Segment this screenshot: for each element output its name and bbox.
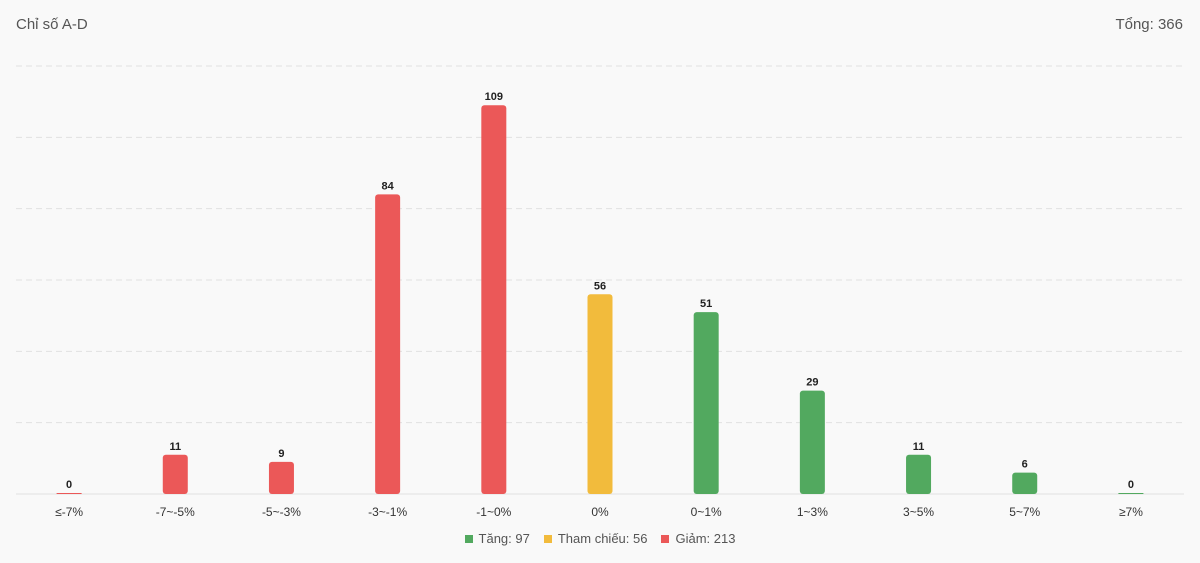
bar[interactable] [1012, 472, 1038, 494]
bar-value-label: 11 [913, 441, 925, 453]
legend-label-giam: Giảm: 213 [675, 531, 736, 546]
bar[interactable] [56, 493, 82, 494]
bar[interactable] [268, 461, 294, 494]
x-tick-label: ≤-7% [55, 505, 83, 519]
x-tick-label: -3~-1% [368, 505, 407, 519]
x-tick-label: 5~7% [1009, 505, 1040, 519]
legend: Tăng: 97 Tham chiếu: 56 Giảm: 213 [0, 531, 1200, 546]
legend-label-tham-chieu: Tham chiếu: 56 [557, 531, 648, 546]
x-tick-label: ≥7% [1119, 505, 1143, 519]
x-tick-label: 0% [591, 505, 609, 519]
legend-item-tham-chieu[interactable]: Tham chiếu: 56 [543, 531, 648, 546]
bar-value-label: 0 [66, 479, 72, 491]
x-tick-label: -1~0% [476, 505, 511, 519]
legend-swatch-tang [464, 534, 473, 543]
chart-title: Chỉ số A-D [16, 16, 88, 33]
bar-value-label: 6 [1022, 459, 1028, 471]
x-tick-label: 3~5% [903, 505, 934, 519]
bar-value-label: 84 [382, 180, 395, 192]
bar-value-label: 51 [700, 298, 712, 310]
bar-value-label: 11 [169, 441, 181, 453]
total-count: Tổng: 366 [1115, 16, 1183, 33]
bar[interactable] [1118, 493, 1144, 494]
legend-swatch-giam [661, 534, 670, 543]
value-labels: 0 11 9 84 109 56 51 29 11 6 0 [66, 91, 1134, 491]
bar-value-label: 29 [806, 377, 818, 389]
bar[interactable] [693, 312, 719, 494]
x-tick-label: 0~1% [691, 505, 722, 519]
bar-value-label: 0 [1128, 479, 1134, 491]
bar[interactable] [799, 390, 825, 494]
legend-swatch-tham-chieu [543, 534, 552, 543]
bars [56, 105, 1144, 494]
x-tick-label: 1~3% [797, 505, 828, 519]
legend-item-giam[interactable]: Giảm: 213 [661, 531, 735, 546]
bar[interactable] [375, 194, 401, 494]
bar[interactable] [906, 454, 932, 494]
bar[interactable] [481, 105, 507, 494]
bar[interactable] [587, 294, 613, 494]
bar-value-label: 9 [278, 448, 284, 460]
legend-label-tang: Tăng: 97 [478, 531, 530, 546]
x-tick-labels: ≤-7% -7~-5% -5~-3% -3~-1% -1~0% 0% 0~1% 1~3% 3~5… [55, 505, 1143, 519]
legend-item-tang[interactable]: Tăng: 97 [464, 531, 530, 546]
bar-value-label: 56 [594, 280, 606, 292]
x-tick-label: -7~-5% [156, 505, 195, 519]
bar-value-label: 109 [485, 91, 503, 103]
x-tick-label: -5~-3% [262, 505, 301, 519]
bar[interactable] [162, 454, 188, 494]
